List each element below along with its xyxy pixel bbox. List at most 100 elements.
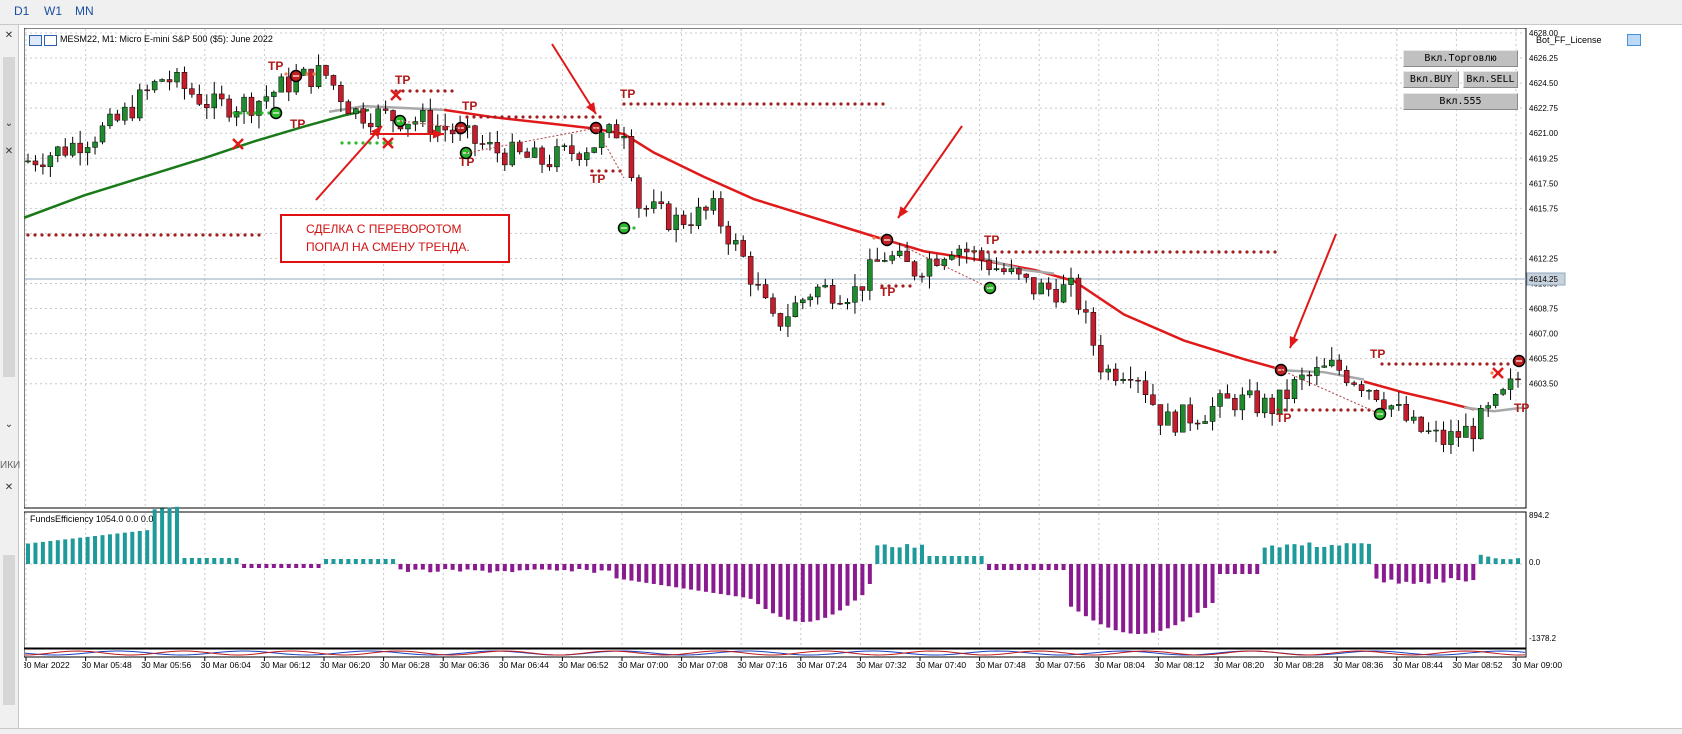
price-tick-label: 4628.00	[1529, 29, 1558, 38]
histogram-bar	[137, 530, 142, 564]
tp-level-dot	[401, 89, 405, 93]
histogram-bar	[1016, 564, 1021, 570]
histogram-bar	[1054, 564, 1059, 570]
histogram-bar	[1411, 564, 1416, 584]
time-tick-label: 30 Mar 05:56	[141, 660, 191, 670]
tp-level-dot	[972, 250, 976, 254]
tp-level-dot	[1084, 250, 1088, 254]
candle-body	[539, 147, 545, 165]
histogram-bar	[361, 559, 366, 564]
chart-type-icon[interactable]	[29, 35, 42, 46]
histogram-bar	[160, 508, 165, 564]
candle-body	[911, 261, 918, 277]
price-tick-label: 4622.75	[1529, 104, 1558, 113]
enable-buy-button[interactable]: Вкл.BUY	[1403, 71, 1459, 88]
histogram-bar	[659, 564, 664, 586]
tp-level-dot	[570, 115, 574, 119]
enable-555-button[interactable]: Вкл.555	[1403, 93, 1518, 110]
candle-body	[1321, 365, 1328, 368]
tp-level-dot	[664, 102, 668, 106]
candle-body	[300, 68, 307, 76]
histogram-bar	[63, 539, 68, 564]
time-tick-label: 30 Mar 07:32	[856, 660, 906, 670]
candle-body	[479, 143, 486, 145]
scrollbar[interactable]	[3, 555, 15, 705]
histogram-bar	[733, 564, 738, 597]
histogram-bar	[1516, 558, 1520, 564]
tp-level-dot	[408, 89, 412, 93]
histogram-bar	[316, 564, 321, 568]
close-icon[interactable]: ✕	[4, 482, 14, 493]
candle-body	[658, 201, 664, 205]
close-icon[interactable]: ✕	[4, 146, 14, 157]
candle-body	[92, 141, 98, 148]
tp-level-dot	[500, 115, 504, 119]
timeframe-d1[interactable]: D1	[14, 4, 30, 18]
histogram-bar	[666, 564, 671, 587]
price-tick-label: 4615.75	[1529, 204, 1558, 213]
tp-level-dot	[692, 102, 696, 106]
chart-window-icon[interactable]	[44, 35, 57, 46]
entry-dot	[312, 72, 316, 76]
tp-level-dot	[443, 89, 447, 93]
tp-level-dot	[507, 115, 511, 119]
entry-dot	[354, 141, 358, 145]
candle-body	[25, 160, 31, 163]
histogram-bar	[227, 558, 232, 564]
tp-level-dot	[422, 89, 426, 93]
close-icon[interactable]: ✕	[4, 30, 14, 41]
tp-level-dot	[1161, 250, 1165, 254]
tp-level-dot	[734, 102, 738, 106]
candle-body	[673, 214, 679, 230]
histogram-bar	[428, 564, 433, 573]
candle-body	[1351, 382, 1357, 385]
candle-body	[151, 81, 158, 91]
candle-body	[1202, 421, 1208, 424]
enable-sell-button[interactable]: Вкл.SELL	[1463, 71, 1518, 88]
tp-level-dot	[1182, 250, 1186, 254]
tp-level-dot	[1252, 250, 1256, 254]
tp-level-dot	[699, 102, 703, 106]
price-tick-label: 4619.25	[1529, 154, 1558, 163]
enable-trading-button[interactable]: Вкл.Торговлю	[1403, 50, 1518, 67]
histogram-bar	[1091, 564, 1096, 621]
tp-level-dot	[783, 102, 787, 106]
chevron-down-icon[interactable]: ⌄	[4, 118, 14, 129]
tp-level-dot	[867, 102, 871, 106]
candle-body	[1410, 416, 1417, 421]
entry-dot	[260, 111, 264, 115]
candle-body	[382, 108, 389, 111]
tp-level-dot	[542, 115, 546, 119]
chart-window[interactable]: TP TP TP TP TP TP TP TP TP TP TP TP 4628.00 4626.25 4…	[24, 28, 1642, 728]
histogram-bar	[264, 564, 269, 568]
chevron-down-icon[interactable]: ⌄	[4, 419, 14, 430]
entry-dot	[239, 111, 243, 115]
candle-body	[1127, 379, 1134, 381]
histogram-bar	[338, 559, 343, 564]
histogram-bar	[1434, 564, 1439, 580]
histogram-bar	[1113, 564, 1118, 631]
candle-body	[613, 124, 620, 139]
candle-body	[963, 248, 970, 253]
tp-level-dot	[1231, 250, 1235, 254]
tp-level-dot	[720, 102, 724, 106]
histogram-bar	[286, 564, 291, 568]
histogram-bar	[204, 558, 209, 564]
grey-moving-average	[1463, 406, 1525, 413]
funds-efficiency-histogram	[24, 506, 1526, 656]
stop-level-dot	[152, 233, 156, 237]
scrollbar[interactable]	[3, 57, 15, 377]
timeframe-w1[interactable]: W1	[44, 4, 62, 18]
histogram-bar	[763, 564, 768, 609]
histogram-bar	[420, 564, 425, 570]
grey-moving-average	[983, 257, 1055, 275]
entry-dot	[267, 111, 271, 115]
candle-body	[256, 100, 262, 116]
tp-label: TP	[459, 155, 474, 169]
indicator-scale-label: 894.2	[1529, 511, 1550, 520]
timeframe-mn[interactable]: MN	[75, 4, 94, 18]
time-tick-label: 30 Mar 07:56	[1035, 660, 1085, 670]
tp-level-dot	[1394, 362, 1398, 366]
tp-level-dot	[853, 102, 857, 106]
